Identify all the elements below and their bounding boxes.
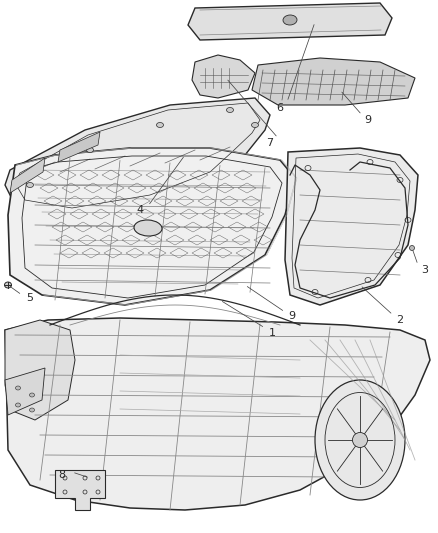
- Polygon shape: [55, 470, 105, 510]
- Ellipse shape: [29, 408, 35, 412]
- Text: 8: 8: [58, 470, 66, 480]
- Ellipse shape: [353, 432, 367, 448]
- Text: 9: 9: [364, 115, 371, 125]
- Ellipse shape: [15, 386, 21, 390]
- Ellipse shape: [4, 282, 11, 288]
- Polygon shape: [58, 132, 100, 162]
- Text: 3: 3: [421, 265, 428, 275]
- Ellipse shape: [226, 108, 233, 112]
- Text: 7: 7: [266, 138, 274, 148]
- Polygon shape: [5, 98, 270, 215]
- Ellipse shape: [134, 220, 162, 236]
- Text: 5: 5: [27, 293, 33, 303]
- Text: 9: 9: [289, 311, 296, 321]
- Text: 1: 1: [268, 328, 276, 338]
- Polygon shape: [10, 158, 45, 193]
- Polygon shape: [285, 148, 418, 305]
- Ellipse shape: [29, 393, 35, 397]
- Polygon shape: [5, 318, 430, 510]
- Ellipse shape: [251, 123, 258, 127]
- Ellipse shape: [86, 148, 93, 152]
- Polygon shape: [192, 55, 255, 98]
- Text: 4: 4: [137, 205, 144, 215]
- Polygon shape: [252, 58, 415, 105]
- Ellipse shape: [315, 380, 405, 500]
- Ellipse shape: [27, 182, 33, 188]
- Ellipse shape: [15, 403, 21, 407]
- Text: 2: 2: [396, 315, 403, 325]
- Polygon shape: [188, 3, 392, 40]
- Text: 6: 6: [276, 103, 283, 113]
- Ellipse shape: [410, 246, 414, 251]
- Polygon shape: [5, 368, 45, 415]
- Polygon shape: [5, 320, 75, 420]
- Polygon shape: [8, 148, 295, 305]
- Ellipse shape: [283, 15, 297, 25]
- Ellipse shape: [156, 123, 163, 127]
